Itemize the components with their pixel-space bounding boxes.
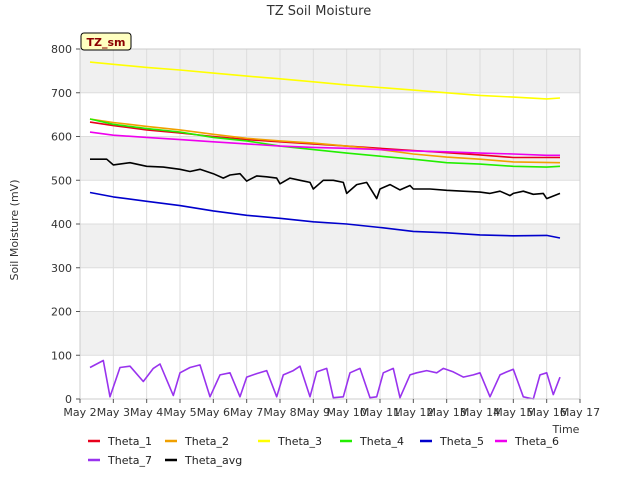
legend-label: Theta_avg: [184, 454, 242, 467]
x-tick-label: May 12: [393, 406, 433, 419]
legend-item-theta-2: Theta_2: [165, 435, 229, 448]
legend-item-theta-7: Theta_7: [88, 454, 152, 467]
x-tick-label: May 10: [327, 406, 367, 419]
legend-label: Theta_6: [514, 435, 559, 448]
legend-item-theta-1: Theta_1: [88, 435, 152, 448]
legend-item-theta-6: Theta_6: [495, 435, 559, 448]
x-tick-label: May 11: [360, 406, 400, 419]
legend: Theta_1 Theta_2 Theta_3 Theta_4 Theta_5 Theta…: [88, 435, 559, 467]
legend-item-theta-avg: Theta_avg: [165, 454, 242, 467]
legend-label: Theta_4: [359, 435, 404, 448]
legend-label: Theta_3: [277, 435, 322, 448]
y-tick-label: 800: [51, 43, 72, 56]
y-tick-label: 0: [65, 393, 72, 406]
x-tick-label: May 15: [493, 406, 533, 419]
x-tick-label: May 8: [263, 406, 296, 419]
chart-title: TZ Soil Moisture: [266, 4, 372, 19]
annotation-text: TZ_sm: [87, 36, 126, 49]
series-line-theta-6: [89, 131, 560, 157]
x-axis-label: Time: [552, 423, 580, 436]
x-tick-label: May 3: [97, 406, 130, 419]
x-tick-label: May 7: [230, 406, 263, 419]
axes: 0 100 200 300 400 500 600 700 800 May 2 May 3 May 4…: [51, 43, 600, 419]
plot-band: [80, 136, 580, 181]
legend-label: Theta_2: [184, 435, 229, 448]
annotation-box: [80, 32, 132, 51]
x-tick-label: May 2: [63, 406, 96, 419]
legend-label: Theta_5: [439, 435, 484, 448]
x-tick-label: May 6: [197, 406, 230, 419]
series-line-theta-7: [89, 359, 561, 400]
y-tick-label: 600: [51, 131, 72, 144]
y-tick-label: 200: [51, 306, 72, 319]
y-tick-label: 400: [51, 218, 72, 231]
series-line-theta-2: [89, 118, 561, 164]
x-tick-label: May 16: [527, 406, 567, 419]
legend-item-theta-4: Theta_4: [340, 435, 404, 448]
x-tick-label: May 4: [130, 406, 163, 419]
plot-band: [80, 311, 580, 356]
series-line-theta-avg: [90, 158, 561, 200]
y-tick-label: 100: [51, 349, 72, 362]
series-line-theta-5: [89, 191, 561, 239]
plot-band: [80, 224, 580, 268]
y-tick-label: 700: [51, 87, 72, 100]
x-tick-label: May 5: [163, 406, 196, 419]
series-line-theta-3: [89, 61, 561, 100]
y-tick-label: 500: [51, 174, 72, 187]
annotation-tag: TZ_sm: [80, 32, 132, 51]
y-tick-label: 300: [51, 262, 72, 275]
series-layer: [89, 61, 561, 400]
series-line-theta-4: [89, 118, 561, 168]
legend-label: Theta_7: [107, 454, 152, 467]
legend-item-theta-5: Theta_5: [420, 435, 484, 448]
legend-item-theta-3: Theta_3: [258, 435, 322, 448]
x-tick-label: May 9: [297, 406, 330, 419]
plot-band: [80, 49, 580, 93]
x-tick-label: May 17: [560, 406, 600, 419]
y-axis-label: Soil Moisture (mV): [8, 180, 21, 281]
legend-label: Theta_1: [107, 435, 152, 448]
x-tick-label: May 13: [427, 406, 467, 419]
x-tick-label: May 14: [460, 406, 500, 419]
